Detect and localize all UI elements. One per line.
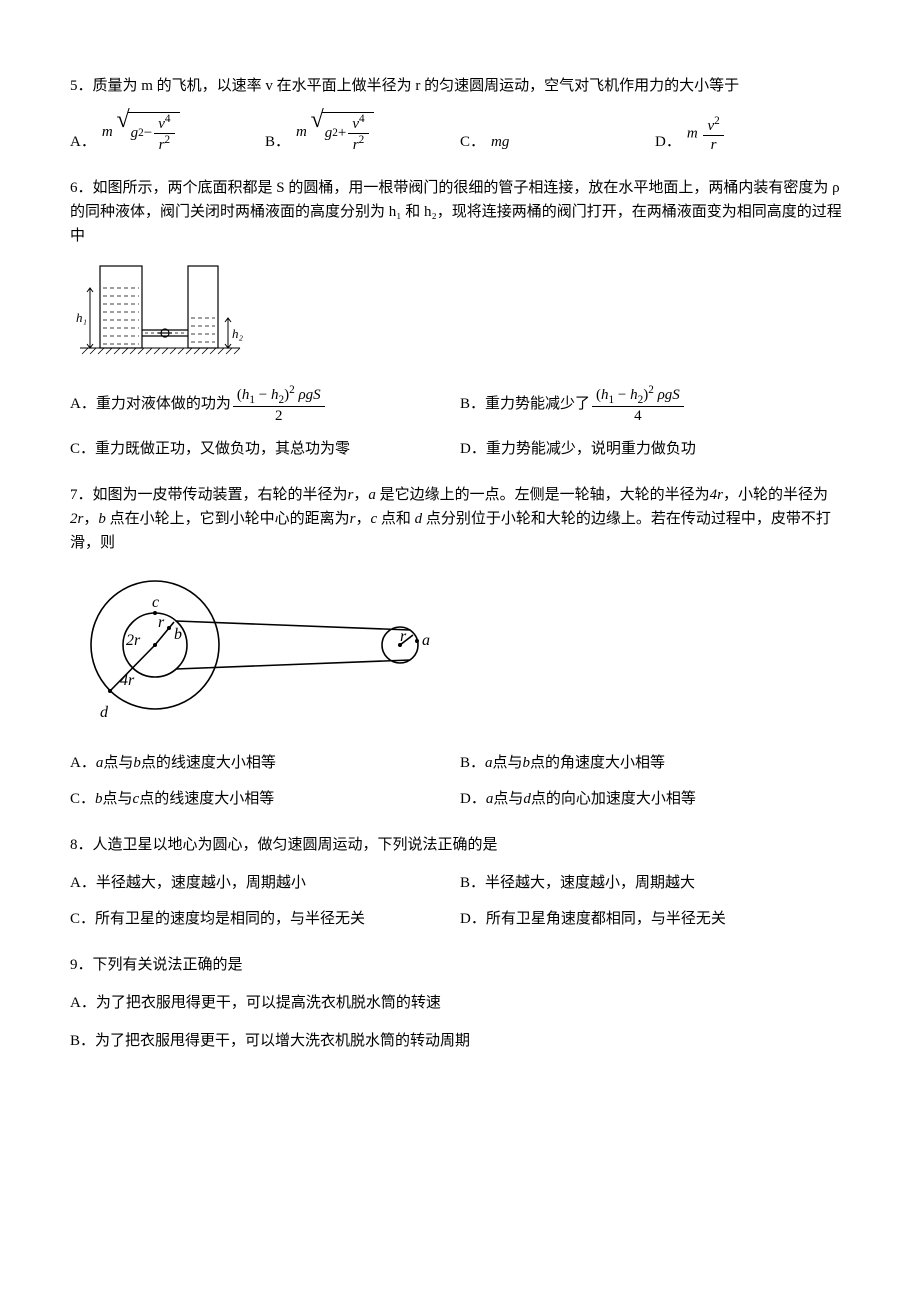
- question-6: 6．如图所示，两个底面积都是 S 的圆桶，用一根带阀门的很细的管子相连接，放在水…: [70, 176, 850, 248]
- question-8: 8．人造卫星以地心为圆心，做匀速圆周运动，下列说法正确的是: [70, 833, 850, 857]
- q5-opt-c: C． mg: [460, 130, 655, 154]
- q7-options: A．a 点与 b 点的线速度大小相等 B．a 点与 b 点的角速度大小相等 C．…: [70, 745, 850, 817]
- svg-text:d: d: [100, 704, 109, 721]
- q9-opt-a: A．为了把衣服甩得更干，可以提高洗衣机脱水筒的转速: [70, 991, 850, 1015]
- q5-formula-c: mg: [491, 130, 509, 154]
- opt-label: C．: [460, 130, 485, 154]
- svg-text:2r: 2r: [126, 632, 141, 649]
- svg-text:4r: 4r: [120, 672, 135, 689]
- svg-text:h₂: h₂: [232, 326, 244, 341]
- q7-opt-a: A．a 点与 b 点的线速度大小相等: [70, 751, 460, 775]
- svg-text:a: a: [422, 632, 430, 649]
- q8-options: A．半径越大，速度越小，周期越小 B．半径越大，速度越小，周期越大 C．所有卫星…: [70, 865, 850, 937]
- question-7: 7．如图为一皮带传动装置，右轮的半径为r，a 是它边缘上的一点。左侧是一轮轴，大…: [70, 483, 850, 555]
- q5-opt-d: D． m v2 r: [655, 115, 850, 154]
- q7-figure: c b r 2r 4r d a r: [70, 565, 850, 735]
- q8-opt-a: A．半径越大，速度越小，周期越小: [70, 871, 460, 895]
- q7-opt-c: C．b 点与 c 点的线速度大小相等: [70, 787, 460, 811]
- svg-text:r: r: [158, 614, 165, 631]
- q5-opt-b: B． m √ g2 + v4 r2: [265, 112, 460, 154]
- q8-opt-c: C．所有卫星的速度均是相同的，与半径无关: [70, 907, 460, 931]
- question-5: 5．质量为 m 的飞机，以速率 v 在水平面上做半径为 r 的匀速圆周运动，空气…: [70, 74, 850, 98]
- svg-text:b: b: [174, 626, 182, 643]
- opt-label: D．: [655, 130, 681, 154]
- svg-text:r: r: [400, 628, 407, 645]
- opt-label: A．: [70, 130, 96, 154]
- q5-opt-a: A． m √ g2 − v4 r2: [70, 112, 265, 154]
- q9-opt-b: B．为了把衣服甩得更干，可以增大洗衣机脱水筒的转动周期: [70, 1029, 850, 1053]
- q6-opt-a: A．重力对液体做的功为 (h1 − h2)2 ρgS 2: [70, 384, 460, 425]
- q6-opt-b: B．重力势能减少了 (h1 − h2)2 ρgS 4: [460, 384, 850, 425]
- q8-opt-d: D．所有卫星角速度都相同，与半径无关: [460, 907, 850, 931]
- opt-label: B．: [265, 130, 290, 154]
- q6-opt-c: C．重力既做正功，又做负功，其总功为零: [70, 437, 460, 461]
- q6-figure: h₁ h₂: [70, 258, 850, 368]
- q6-opt-d: D．重力势能减少，说明重力做负功: [460, 437, 850, 461]
- q5-formula-b: m √ g2 + v4 r2: [296, 112, 374, 154]
- svg-text:c: c: [152, 594, 159, 611]
- question-9: 9．下列有关说法正确的是: [70, 953, 850, 977]
- q7-opt-d: D．a 点与 d 点的向心加速度大小相等: [460, 787, 850, 811]
- q5-formula-d: m v2 r: [687, 115, 726, 154]
- q5-formula-a: m √ g2 − v4 r2: [102, 112, 180, 154]
- q7-opt-b: B．a 点与 b 点的角速度大小相等: [460, 751, 850, 775]
- q6-options: A．重力对液体做的功为 (h1 − h2)2 ρgS 2 B．重力势能减少了 (…: [70, 378, 850, 467]
- q5-options: A． m √ g2 − v4 r2 B． m √ g2 + v4 r2 C． m…: [70, 106, 850, 160]
- svg-text:h₁: h₁: [76, 310, 87, 325]
- q8-opt-b: B．半径越大，速度越小，周期越大: [460, 871, 850, 895]
